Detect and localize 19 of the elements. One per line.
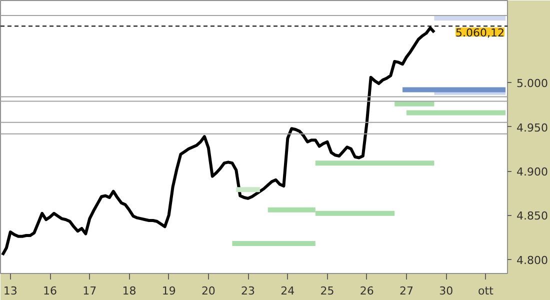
y-tick-label: 4.950 xyxy=(516,121,548,134)
y-tick-label: 4.800 xyxy=(516,254,548,267)
x-tick-label: 17 xyxy=(82,284,97,298)
x-tick-label: 27 xyxy=(400,284,414,298)
x-tick-label: 16 xyxy=(43,284,58,298)
x-tick-label: 23 xyxy=(241,284,256,298)
x-tick-label: 30 xyxy=(439,284,454,298)
x-tick-label: 25 xyxy=(320,284,334,298)
x-tick-label: 18 xyxy=(122,284,136,298)
x-tick-label: 24 xyxy=(280,284,295,298)
y-tick-label: 5.000 xyxy=(516,77,548,90)
x-tick-label: 26 xyxy=(360,284,374,298)
x-tick-label: 20 xyxy=(201,284,216,298)
x-tick-label: ott xyxy=(478,284,494,298)
y-tick-label: 4.900 xyxy=(516,166,548,179)
x-tick-label: 19 xyxy=(162,284,176,298)
x-tick-label: 13 xyxy=(3,284,18,298)
annotation: 5.060,12 xyxy=(456,26,504,40)
y-tick-label: 4.850 xyxy=(516,210,548,223)
